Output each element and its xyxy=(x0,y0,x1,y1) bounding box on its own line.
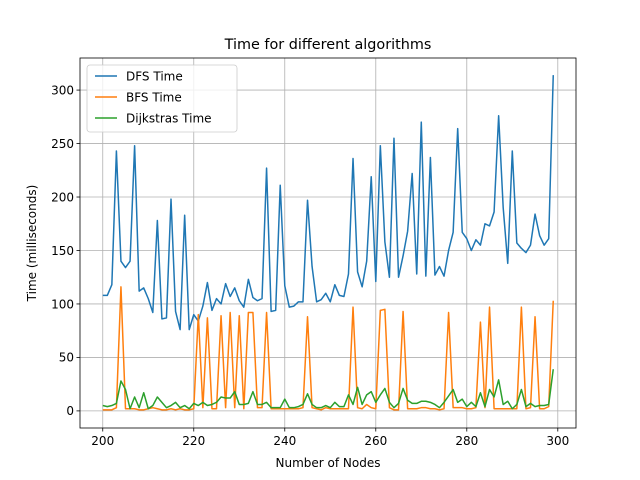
series-line-dijkstras-time xyxy=(102,369,554,410)
y-tick-label: 300 xyxy=(51,83,74,97)
y-tick-label: 100 xyxy=(51,297,74,311)
legend-label-bfs-time: BFS Time xyxy=(126,90,182,104)
series-line-bfs-time xyxy=(102,286,554,411)
y-axis-label: Time (milliseconds) xyxy=(25,185,39,303)
y-tick-label: 0 xyxy=(66,404,74,418)
legend: DFS Time BFS Time Dijkstras Time xyxy=(86,64,238,133)
chart-title: Time for different algorithms xyxy=(224,37,432,53)
ticks: 200 220 240 260 280 300 0 50 100 150 200 250 300 xyxy=(51,83,569,448)
x-tick-label: 240 xyxy=(273,434,296,448)
x-tick-label: 220 xyxy=(182,434,205,448)
legend-box xyxy=(86,64,238,133)
x-axis-label: Number of Nodes xyxy=(276,456,381,470)
y-tick-label: 200 xyxy=(51,190,74,204)
plot-frame xyxy=(79,57,577,429)
series-line-dfs-time xyxy=(102,75,554,331)
y-tick-label: 150 xyxy=(51,244,74,258)
x-tick-label: 260 xyxy=(364,434,387,448)
series-layer xyxy=(102,75,554,411)
legend-label-dfs-time: DFS Time xyxy=(126,69,183,83)
x-tick-label: 300 xyxy=(546,434,569,448)
y-tick-label: 250 xyxy=(51,137,74,151)
x-tick-label: 280 xyxy=(455,434,478,448)
y-tick-label: 50 xyxy=(59,351,74,365)
x-tick-label: 200 xyxy=(91,434,114,448)
legend-label-dijkstras-time: Dijkstras Time xyxy=(126,111,212,125)
